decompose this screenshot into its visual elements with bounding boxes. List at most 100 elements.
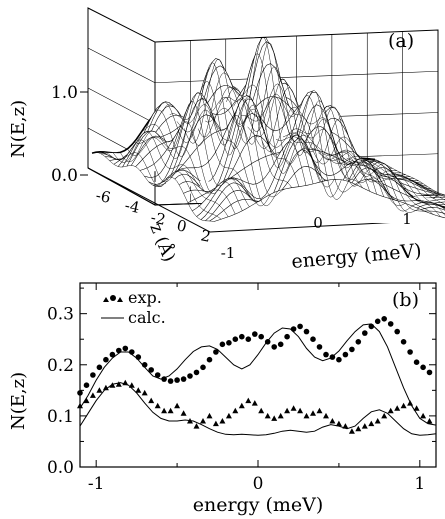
exp-circle-point	[381, 316, 388, 322]
panel-b-calc-lines	[79, 323, 437, 436]
exp-circle-point	[161, 376, 167, 382]
energy-tick-label-2: 1	[402, 210, 412, 228]
panel-b-ylabel: N(E,z)	[8, 372, 29, 430]
x-tick-label-0: -1	[88, 474, 105, 494]
z-tick-label-1: 1.0	[51, 83, 78, 103]
legend: exp. calc.	[101, 288, 166, 327]
exp-triangle-point	[174, 402, 181, 409]
exp-circle-point	[284, 333, 290, 340]
exp-circle-point	[103, 356, 109, 363]
exp-circle-point	[420, 364, 426, 371]
exp-circle-point	[323, 351, 329, 358]
exp-triangle-point	[212, 420, 219, 427]
exp-circle-point	[232, 336, 239, 343]
exp-circle-point	[245, 336, 252, 343]
exp-triangle-point	[316, 407, 323, 414]
exp-triangle-point	[238, 402, 245, 409]
exp-circle-point	[342, 351, 349, 358]
depth-tick-label-4: 2	[199, 226, 212, 246]
exp-triangle-point	[135, 387, 142, 393]
depth-tick-label-0: -6	[94, 186, 112, 207]
exp-triangle-point	[400, 402, 407, 409]
exp-circle-point	[368, 323, 375, 330]
exp-circle-point	[77, 390, 83, 396]
exp-triangle-point	[264, 412, 271, 419]
mesh-line-e-8	[148, 97, 271, 207]
exp-triangle-point	[200, 418, 206, 424]
exp-triangle-point	[128, 382, 135, 388]
exp-circle-point	[252, 331, 258, 337]
exp-triangle-point	[284, 407, 291, 414]
exp-triangle-point	[355, 425, 362, 432]
exp-triangle-point	[193, 423, 200, 429]
exp-triangle-point	[154, 402, 161, 409]
exp-circle-point	[135, 354, 142, 360]
exp-circle-point	[258, 333, 265, 340]
exp-circle-point	[213, 349, 219, 355]
exp-circle-point	[206, 356, 213, 363]
x-tick-label-1: 0	[253, 474, 264, 494]
exp-triangle-point	[102, 384, 109, 391]
exp-triangle-point	[83, 397, 90, 404]
panel-a-surface-plot: 0.0 1.0 N(E,z) (a) -6 -4 -2 0 2 z (Å) -1…	[8, 7, 445, 273]
exp-triangle-point	[258, 407, 265, 414]
mesh-line-e-2	[105, 139, 229, 217]
exp-circle-point	[109, 351, 116, 358]
exp-circle-point	[316, 344, 323, 350]
exp-triangle-point	[290, 405, 297, 411]
exp-triangle-point	[271, 415, 278, 421]
exp-circle-point	[116, 347, 122, 354]
mesh-line-e-0	[91, 152, 215, 222]
exp-triangle-point	[374, 418, 381, 424]
calc-line-0	[79, 323, 437, 426]
mesh-line-e-4	[120, 130, 243, 211]
y-tick-label-3: 0.3	[47, 305, 74, 325]
exp-triangle-point	[426, 418, 433, 424]
mesh-line-e-17	[212, 42, 335, 188]
exp-circle-point	[148, 367, 154, 373]
mesh-line-e-18	[219, 66, 342, 198]
exp-circle-point	[96, 364, 103, 371]
exp-circle-point	[239, 333, 245, 340]
surface-left-wall	[87, 7, 156, 206]
exp-triangle-point	[348, 428, 355, 434]
exp-circle-point	[297, 323, 303, 330]
panel-b-label: (b)	[392, 289, 419, 311]
legend-exp-label: exp.	[128, 288, 162, 307]
depth-tick-label-3: 0	[175, 216, 188, 236]
exp-circle-point	[303, 328, 310, 335]
y-tick-label-0: 0.0	[47, 458, 74, 478]
energy-axis-label: energy (meV)	[291, 240, 423, 273]
depth-axis-label: z (Å)	[145, 220, 179, 265]
exp-circle-point	[122, 345, 129, 352]
exp-circle-point	[187, 373, 193, 379]
exp-triangle-point	[420, 412, 427, 419]
exp-triangle-point	[77, 402, 83, 409]
exp-circle-point	[180, 376, 187, 382]
exp-triangle-point	[89, 392, 96, 398]
exp-triangle-point	[413, 405, 420, 411]
exp-triangle-point	[122, 379, 129, 386]
exp-triangle-point	[297, 407, 304, 414]
exp-circle-point	[219, 341, 226, 348]
legend-triangle-marker-2	[117, 297, 123, 302]
exp-circle-point	[394, 328, 401, 335]
mesh-line-e-31	[311, 147, 434, 215]
exp-circle-point	[174, 377, 180, 383]
mesh-line-e-20	[233, 89, 356, 193]
exp-circle-point	[277, 341, 284, 348]
exp-triangle-point	[323, 412, 329, 419]
exp-triangle-point	[96, 387, 103, 393]
mesh-line-e-28	[289, 131, 413, 212]
exp-circle-point	[426, 369, 433, 376]
mesh-line-e-27	[282, 118, 406, 206]
mesh-line-e-33	[325, 155, 445, 216]
exp-circle-point	[167, 378, 174, 384]
energy-tick-label-1: 0	[313, 214, 323, 232]
exp-triangle-point	[232, 407, 239, 414]
exp-triangle-point	[251, 400, 258, 406]
exp-triangle-point	[167, 407, 174, 414]
exp-triangle-point	[109, 382, 116, 388]
x-tick-label-2: 1	[414, 474, 425, 494]
